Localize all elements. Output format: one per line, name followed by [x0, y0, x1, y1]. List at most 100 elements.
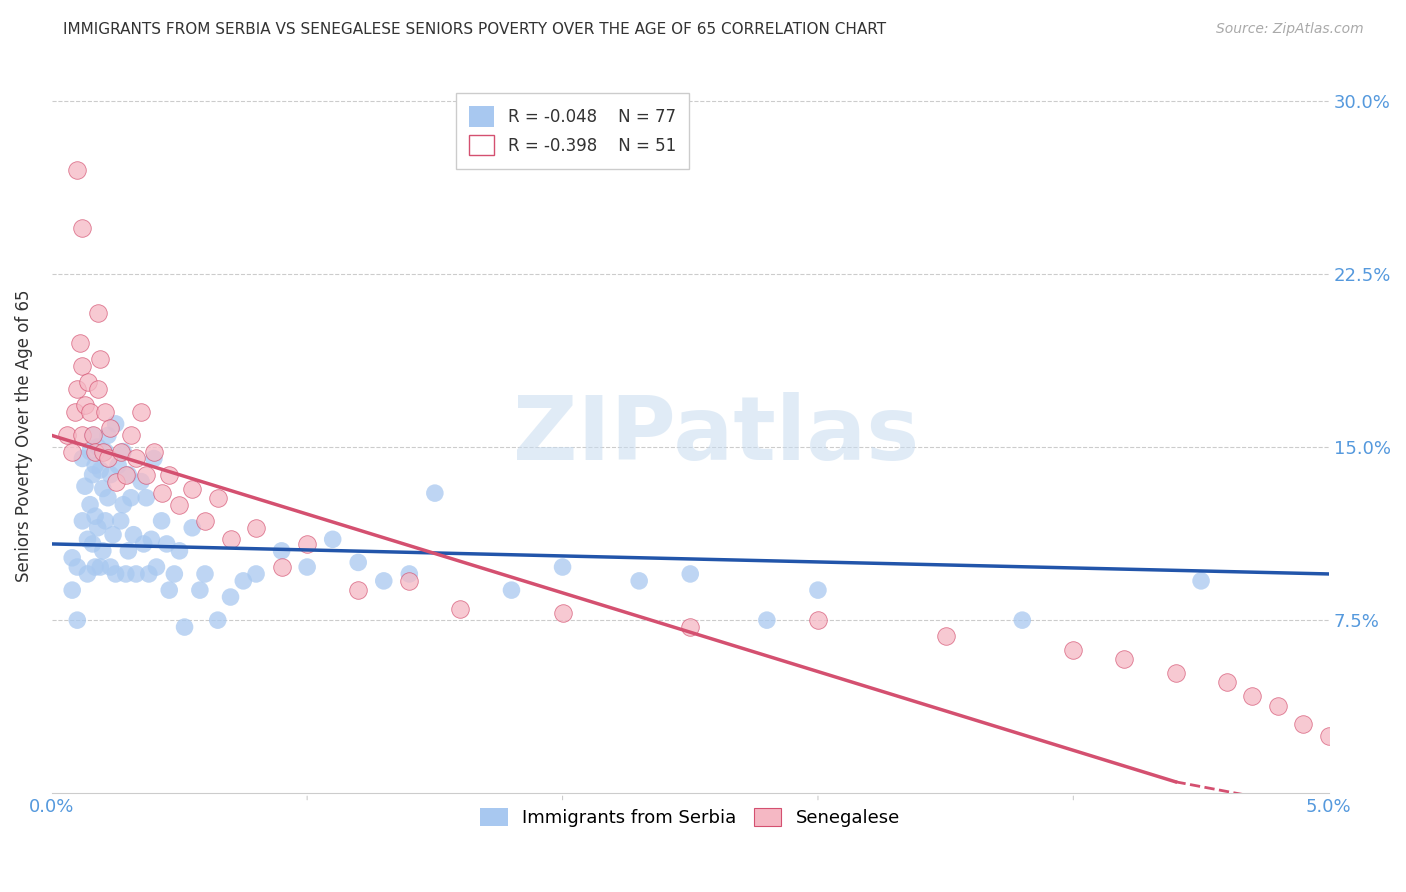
Point [60, 583, 83, 598]
Point [129, 475, 152, 489]
Point [72, 428, 94, 442]
Point [145, 560, 167, 574]
Point [125, 566, 148, 581]
Point [60, 444, 83, 458]
Point [628, 574, 651, 588]
Point [122, 527, 145, 541]
Point [373, 574, 395, 588]
Text: Source: ZipAtlas.com: Source: ZipAtlas.com [1216, 22, 1364, 37]
Point [501, 583, 523, 598]
Point [181, 521, 204, 535]
Point [66, 162, 89, 177]
Point [1241, 690, 1264, 704]
Point [207, 613, 229, 627]
Point [125, 451, 148, 466]
Point [76, 376, 98, 390]
Point [104, 566, 127, 581]
Point [423, 486, 446, 500]
Point [101, 527, 124, 541]
Point [66, 560, 89, 574]
Point [163, 566, 186, 581]
Point [94, 514, 117, 528]
Point [82, 467, 104, 482]
Point [66, 382, 89, 396]
Point [73, 479, 96, 493]
Point [135, 467, 157, 482]
Point [1164, 666, 1187, 681]
Point [69, 336, 91, 351]
Point [188, 583, 211, 598]
Point [60, 550, 83, 565]
Point [110, 444, 132, 458]
Point [679, 566, 702, 581]
Point [398, 574, 420, 588]
Point [97, 491, 120, 505]
Point [97, 428, 120, 442]
Point [194, 566, 217, 581]
Point [82, 428, 104, 442]
Point [135, 491, 157, 505]
Point [91, 544, 114, 558]
Point [82, 428, 104, 442]
Point [347, 583, 370, 598]
Point [245, 521, 267, 535]
Point [807, 583, 830, 598]
Point [120, 428, 142, 442]
Point [449, 601, 471, 615]
Point [679, 620, 702, 634]
Point [1267, 698, 1289, 713]
Point [138, 566, 160, 581]
Point [104, 475, 127, 489]
Point [1062, 643, 1084, 657]
Legend: Immigrants from Serbia, Senegalese: Immigrants from Serbia, Senegalese [474, 801, 907, 834]
Point [169, 544, 191, 558]
Point [89, 463, 111, 477]
Point [398, 566, 420, 581]
Point [129, 405, 152, 419]
Point [142, 444, 165, 458]
Point [245, 566, 267, 581]
Point [72, 359, 94, 373]
Y-axis label: Seniors Poverty Over the Age of 65: Seniors Poverty Over the Age of 65 [15, 289, 32, 582]
Point [89, 352, 111, 367]
Point [76, 533, 98, 547]
Point [110, 514, 132, 528]
Point [79, 444, 101, 458]
Point [56, 428, 79, 442]
Point [142, 451, 165, 466]
Point [100, 421, 122, 435]
Point [755, 613, 778, 627]
Point [73, 398, 96, 412]
Point [935, 629, 957, 643]
Point [114, 467, 136, 482]
Text: ZIPatlas: ZIPatlas [513, 392, 920, 479]
Point [82, 537, 104, 551]
Point [114, 566, 136, 581]
Point [156, 537, 179, 551]
Point [181, 482, 204, 496]
Point [84, 458, 107, 473]
Point [150, 514, 173, 528]
Point [120, 491, 142, 505]
Point [100, 467, 122, 482]
Point [87, 521, 110, 535]
Point [84, 444, 107, 458]
Point [79, 405, 101, 419]
Point [97, 451, 120, 466]
Point [132, 537, 155, 551]
Point [141, 533, 163, 547]
Text: IMMIGRANTS FROM SERBIA VS SENEGALESE SENIORS POVERTY OVER THE AGE OF 65 CORRELAT: IMMIGRANTS FROM SERBIA VS SENEGALESE SEN… [63, 22, 886, 37]
Point [232, 574, 254, 588]
Point [117, 467, 139, 482]
Point [1011, 613, 1033, 627]
Point [76, 566, 98, 581]
Point [322, 533, 344, 547]
Point [87, 382, 110, 396]
Point [551, 606, 574, 620]
Point [94, 444, 117, 458]
Point [1215, 675, 1237, 690]
Point [270, 544, 292, 558]
Point [270, 560, 292, 574]
Point [104, 417, 127, 431]
Point [295, 560, 318, 574]
